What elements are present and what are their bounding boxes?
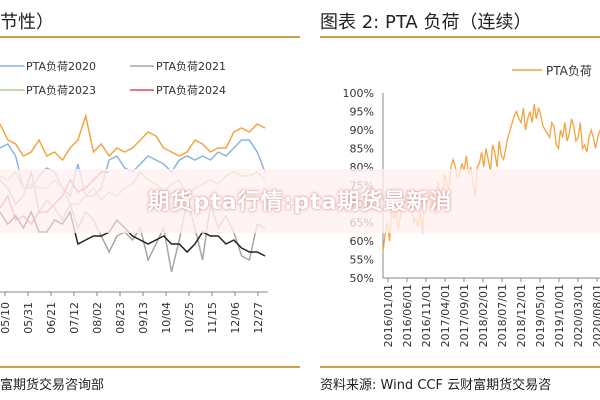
left-bottom-rule — [0, 366, 300, 368]
left-x-tick-label: 08/02 — [91, 302, 104, 334]
legend-label-pta-2020: PTA负荷2020 — [26, 59, 96, 73]
left-x-tick-label: 10/25 — [183, 302, 196, 334]
watermark-text: 期货pta行情:pta期货最新消 — [147, 190, 453, 215]
left-chart-title: 节性） — [0, 12, 54, 33]
right-y-tick-label: 85% — [350, 143, 374, 156]
right-y-tick-label: 90% — [350, 124, 374, 137]
right-x-tick-label: 2017/04/01 — [439, 284, 452, 347]
right-y-tick-label: 95% — [350, 106, 374, 119]
right-source-note: 资料来源: Wind CCF 云财富期货交易咨 — [320, 378, 552, 393]
left-x-tick-label: 12/06 — [229, 302, 242, 334]
right-x-tick-label: 2017/09/01 — [458, 284, 471, 347]
right-bottom-rule — [320, 366, 600, 368]
right-y-tick-label: 100% — [343, 87, 374, 100]
legend-label-pta-2021: PTA负荷2021 — [156, 59, 226, 73]
right-y-tick-label: 55% — [350, 254, 374, 267]
right-chart-svg: PTA负荷50%55%60%65%70%75%80%85%90%95%100%2… — [343, 64, 600, 347]
left-x-tick-label: 05/10 — [0, 302, 12, 334]
right-chart-panel: 图表 2: PTA 负荷（连续） PTA负荷50%55%60%65%70%75%… — [320, 0, 600, 400]
right-x-tick-label: 2018/02/01 — [477, 284, 490, 347]
left-title-rule — [0, 36, 300, 38]
legend-label-pta-2023: PTA负荷2023 — [26, 83, 96, 97]
right-x-tick-label: 2016/06/01 — [401, 284, 414, 347]
watermark-band — [0, 169, 600, 233]
left-x-tick-label: 06/21 — [45, 302, 58, 334]
right-x-tick-label: 2018/12/01 — [515, 284, 528, 347]
right-x-tick-label: 2018/07/01 — [496, 284, 509, 347]
right-x-tick-label: 2019/05/01 — [534, 284, 547, 347]
right-title-rule — [320, 36, 600, 38]
left-x-tick-label: 11/15 — [206, 302, 219, 334]
left-x-tick-label: 07/12 — [68, 302, 81, 334]
right-chart-title: 图表 2: PTA 负荷（连续） — [320, 12, 532, 33]
right-x-tick-label: 2016/01/01 — [382, 284, 395, 347]
right-x-tick-label: 2016/11/01 — [420, 284, 433, 347]
legend-label-pta: PTA负荷 — [546, 64, 592, 78]
right-x-tick-label: 2019/10/01 — [553, 284, 566, 347]
legend-label-pta-2024: PTA负荷2024 — [156, 83, 226, 97]
right-y-tick-label: 60% — [350, 235, 374, 248]
left-x-tick-label: 09/13 — [137, 302, 150, 334]
left-x-tick-label: 10/04 — [160, 302, 173, 334]
left-series-line-series-4 — [0, 113, 266, 162]
right-x-tick-label: 2020/03/01 — [572, 284, 585, 347]
left-source-note: 富期货交易咨询部 — [0, 378, 105, 393]
left-x-tick-label: 12/27 — [252, 302, 265, 334]
left-x-tick-label: 05/31 — [22, 302, 35, 334]
right-x-tick-label: 2020/08/01 — [591, 284, 600, 347]
right-y-tick-label: 50% — [350, 272, 374, 285]
left-x-tick-label: 08/23 — [114, 302, 127, 334]
